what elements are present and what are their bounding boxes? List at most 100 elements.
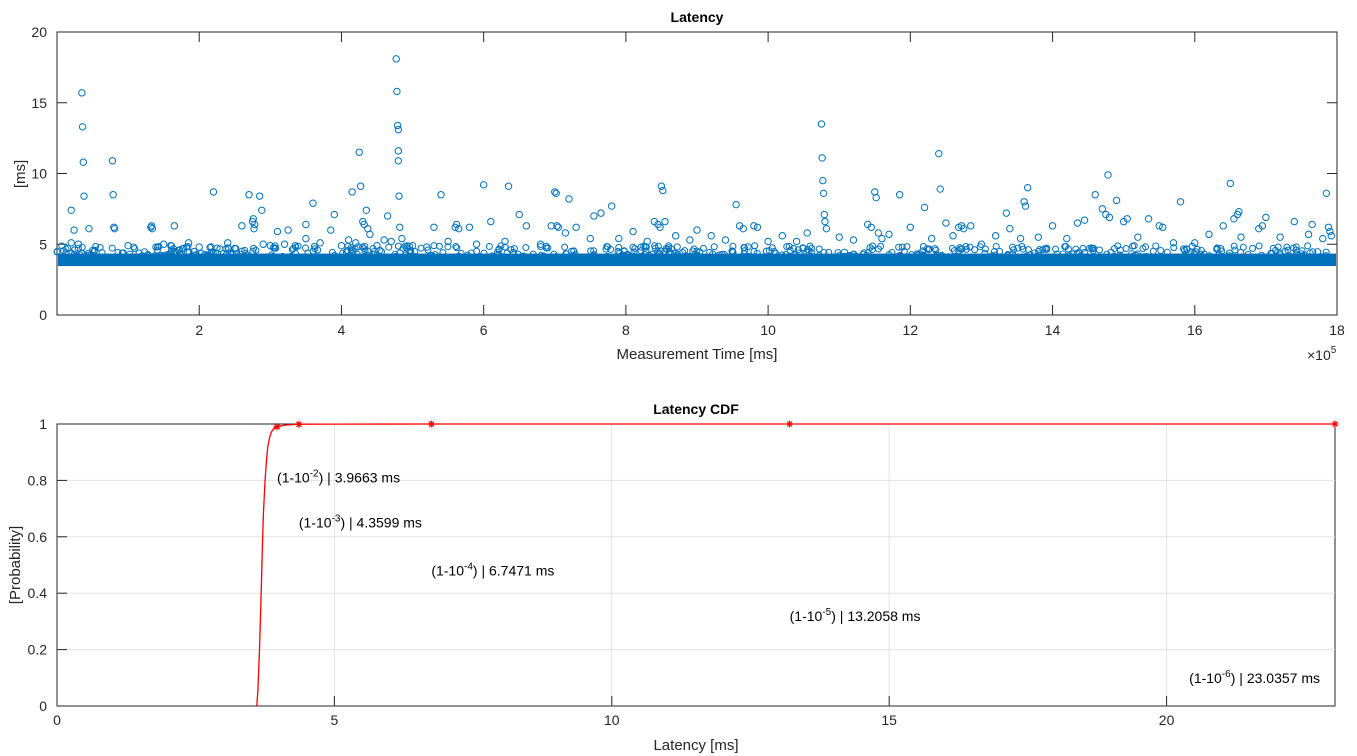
latency-scatter-band-point bbox=[205, 251, 213, 259]
latency-scatter-band-point bbox=[641, 250, 649, 258]
latency-scatter-band-point bbox=[222, 251, 230, 259]
latency-scatter-band-point bbox=[1183, 245, 1191, 253]
latency-cdf-annotation: (1-10-6) | 23.0357 ms bbox=[1189, 669, 1320, 686]
latency-scatter-point bbox=[707, 232, 715, 240]
latency-cdf-xlabel: Latency [ms] bbox=[653, 737, 738, 754]
latency-cdf-marker bbox=[427, 420, 435, 428]
latency-scatter-point bbox=[750, 222, 758, 230]
latency-scatter-point bbox=[444, 237, 452, 246]
latency-scatter-band-point bbox=[1059, 250, 1067, 258]
latency-scatter-point bbox=[1073, 219, 1082, 227]
latency-scatter-point bbox=[309, 199, 317, 207]
latency-scatter-band-point bbox=[1213, 244, 1221, 252]
latency-scatter-point bbox=[70, 226, 78, 234]
latency-scatter-band-point bbox=[681, 247, 689, 255]
latency-scatter-band-point bbox=[720, 250, 728, 258]
latency-scatter-band-point bbox=[439, 249, 447, 257]
latency-scatter-band-point bbox=[950, 247, 958, 255]
latency-scatter-point bbox=[1276, 233, 1284, 241]
latency-scatter-point bbox=[686, 236, 694, 244]
latency-scatter-point bbox=[515, 210, 523, 219]
latency-scatter-band-point bbox=[655, 250, 663, 258]
latency-scatter-point bbox=[392, 55, 400, 63]
latency-scatter-point bbox=[394, 125, 403, 134]
latency-scatter-band-point bbox=[919, 252, 927, 260]
latency-scatter-point bbox=[792, 237, 801, 246]
latency-scatter-band-point bbox=[615, 243, 623, 251]
latency-scatter-point bbox=[250, 220, 259, 229]
latency-scatter-band-point bbox=[480, 249, 488, 257]
latency-scatter-point bbox=[822, 224, 831, 233]
latency-scatter-band-point bbox=[1230, 242, 1238, 250]
latency-scatter-band-point bbox=[1103, 250, 1111, 258]
latency-scatter-band-point bbox=[1142, 243, 1150, 251]
latency-scatter-point bbox=[553, 222, 561, 230]
latency-cdf-ytick-label: 1 bbox=[39, 416, 47, 432]
latency-scatter-point bbox=[337, 241, 346, 250]
latency-scatter-band-point bbox=[783, 243, 791, 251]
latency-scatter-point bbox=[867, 223, 875, 231]
latency-scatter-point bbox=[522, 222, 531, 230]
latency-scatter-band-point bbox=[1244, 250, 1252, 258]
latency-scatter-ytick-label: 20 bbox=[31, 24, 47, 40]
latency-scatter-point bbox=[108, 157, 117, 165]
latency-scatter-band-point bbox=[1014, 244, 1022, 252]
latency-scatter-point bbox=[380, 236, 388, 244]
latency-cdf-xtick-label: 0 bbox=[53, 712, 61, 728]
latency-scatter-band-point bbox=[569, 252, 577, 260]
latency-scatter-point bbox=[398, 234, 406, 243]
latency-scatter-point bbox=[170, 222, 179, 230]
latency-scatter-band-point bbox=[785, 242, 793, 250]
latency-scatter-band-point bbox=[745, 252, 753, 260]
latency-scatter-point bbox=[1219, 222, 1227, 230]
latency-scatter-band-point bbox=[1026, 251, 1034, 259]
latency-scatter-band-point bbox=[1062, 242, 1070, 250]
latency-scatter-band-point bbox=[768, 244, 776, 252]
latency-scatter-point bbox=[344, 236, 353, 244]
latency-scatter-band-point bbox=[62, 245, 70, 253]
latency-scatter-point bbox=[78, 89, 86, 97]
latency-scatter-band-point bbox=[859, 250, 867, 258]
latency-scatter-band-point bbox=[651, 244, 659, 252]
latency-scatter-point bbox=[1063, 234, 1071, 243]
latency-scatter-band-point bbox=[537, 251, 545, 259]
latency-scatter-band-point bbox=[378, 248, 386, 256]
latency-cdf-xtick-label: 5 bbox=[330, 712, 338, 728]
latency-scatter-band-point bbox=[903, 243, 911, 251]
latency-scatter-point bbox=[803, 229, 811, 237]
latency-scatter-point bbox=[1105, 213, 1114, 222]
latency-scatter-band-point bbox=[896, 252, 904, 260]
latency-scatter-point bbox=[927, 234, 936, 243]
latency-scatter-point bbox=[732, 200, 740, 209]
latency-scatter-band-point bbox=[693, 247, 701, 255]
latency-scatter-band-point bbox=[603, 252, 611, 260]
latency-scatter-point bbox=[79, 158, 88, 166]
latency-scatter-point bbox=[821, 217, 829, 226]
latency-scatter-point bbox=[1006, 224, 1014, 233]
latency-scatter-band-point bbox=[1019, 245, 1027, 253]
latency-scatter-band-point bbox=[509, 248, 517, 256]
latency-scatter-band-point bbox=[411, 252, 419, 260]
latency-scatter-point bbox=[430, 223, 438, 231]
latency-scatter-point bbox=[280, 240, 289, 248]
latency-scatter-ytick-label: 5 bbox=[39, 236, 47, 252]
latency-scatter-band-point bbox=[1035, 247, 1043, 255]
latency-scatter-band-point bbox=[834, 249, 842, 257]
latency-scatter-band-point bbox=[155, 242, 163, 250]
latency-scatter-band-point bbox=[114, 248, 122, 256]
latency-scatter-band-point bbox=[264, 253, 272, 261]
latency-scatter-band-point bbox=[1022, 252, 1030, 260]
latency-scatter-band-point bbox=[623, 251, 631, 259]
latency-scatter-point bbox=[590, 212, 598, 220]
latency-scatter-point bbox=[110, 224, 119, 233]
latency-scatter-point bbox=[1112, 196, 1121, 205]
latency-scatter-point bbox=[250, 224, 258, 233]
latency-scatter-band-point bbox=[794, 246, 802, 254]
latency-scatter-point bbox=[148, 224, 156, 233]
latency-scatter-point bbox=[629, 227, 637, 236]
latency-scatter-point bbox=[195, 243, 203, 251]
latency-scatter-xtick-label: 10 bbox=[760, 322, 776, 338]
latency-scatter-band-point bbox=[361, 247, 369, 255]
latency-scatter-band-point bbox=[673, 252, 681, 260]
latency-scatter-band-point bbox=[131, 245, 139, 253]
